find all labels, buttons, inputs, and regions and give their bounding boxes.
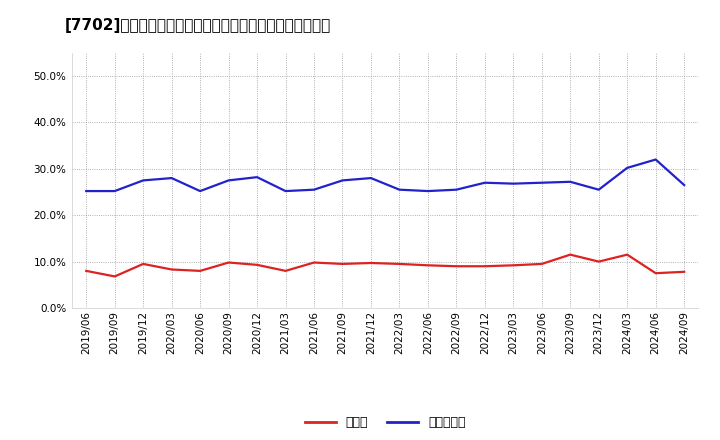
現頲金 bbox=[366, 260, 375, 266]
現頲金 bbox=[225, 260, 233, 265]
有利子負債 bbox=[196, 188, 204, 194]
現頲金 bbox=[623, 252, 631, 257]
有利子負債 bbox=[480, 180, 489, 185]
現頲金 bbox=[196, 268, 204, 274]
有利子負債 bbox=[395, 187, 404, 192]
現頲金 bbox=[423, 263, 432, 268]
有利子負債 bbox=[423, 188, 432, 194]
現頲金 bbox=[680, 269, 688, 275]
有利子負債 bbox=[82, 188, 91, 194]
現頲金 bbox=[652, 271, 660, 276]
有利子負債 bbox=[680, 183, 688, 188]
有利子負債 bbox=[110, 188, 119, 194]
現頲金 bbox=[566, 252, 575, 257]
有利子負債 bbox=[537, 180, 546, 185]
有利子負債 bbox=[338, 178, 347, 183]
有利子負債 bbox=[253, 175, 261, 180]
現頲金 bbox=[82, 268, 91, 274]
有利子負債 bbox=[623, 165, 631, 171]
現頲金 bbox=[139, 261, 148, 267]
有利子負債 bbox=[595, 187, 603, 192]
現頲金 bbox=[310, 260, 318, 265]
現頲金 bbox=[480, 264, 489, 269]
有利子負債 bbox=[167, 176, 176, 181]
現頲金 bbox=[509, 263, 518, 268]
現頲金 bbox=[110, 274, 119, 279]
有利子負債 bbox=[282, 188, 290, 194]
現頲金 bbox=[282, 268, 290, 274]
Line: 有利子負債: 有利子負債 bbox=[86, 160, 684, 191]
現頲金 bbox=[253, 262, 261, 268]
有利子負債 bbox=[139, 178, 148, 183]
有利子負債 bbox=[310, 187, 318, 192]
現頲金 bbox=[167, 267, 176, 272]
Legend: 現頲金, 有利子負債: 現頲金, 有利子負債 bbox=[300, 411, 471, 434]
有利子負債 bbox=[509, 181, 518, 186]
現頲金 bbox=[452, 264, 461, 269]
現頲金 bbox=[595, 259, 603, 264]
有利子負債 bbox=[225, 178, 233, 183]
現頲金 bbox=[537, 261, 546, 267]
有利子負債 bbox=[566, 179, 575, 184]
有利子負債 bbox=[452, 187, 461, 192]
Line: 現頲金: 現頲金 bbox=[86, 255, 684, 276]
現頲金 bbox=[338, 261, 347, 267]
現頲金 bbox=[395, 261, 404, 267]
有利子負債 bbox=[366, 176, 375, 181]
Text: [7702]　現頲金、有利子負債の総資産に対する比率の推移: [7702] 現頲金、有利子負債の総資産に対する比率の推移 bbox=[65, 18, 331, 33]
有利子負債 bbox=[652, 157, 660, 162]
